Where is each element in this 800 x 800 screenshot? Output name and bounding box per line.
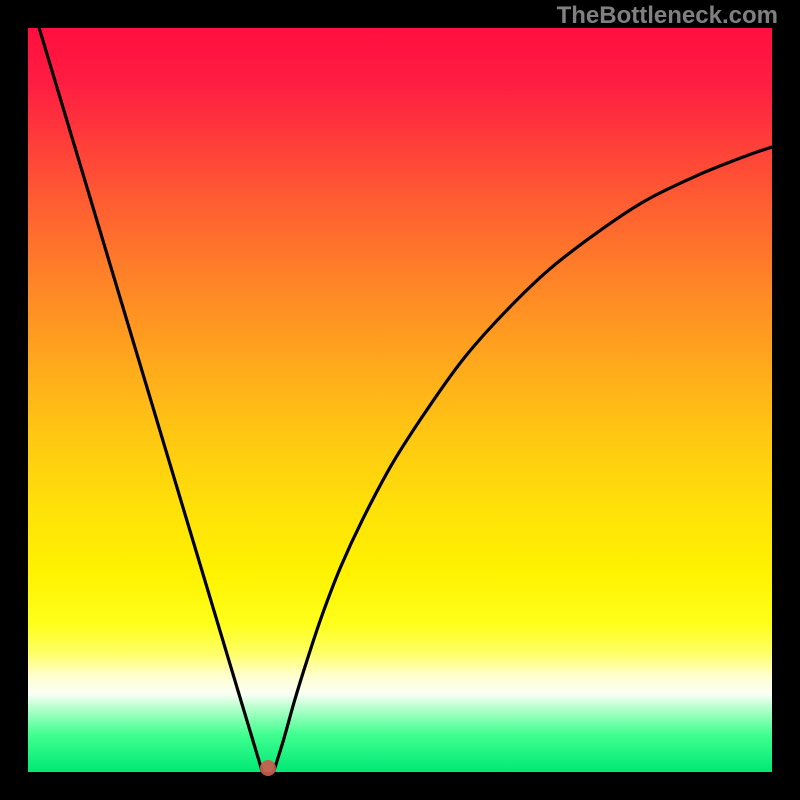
plot-svg [28, 28, 772, 772]
optimum-marker [260, 760, 276, 776]
watermark-text: TheBottleneck.com [557, 2, 778, 30]
curve-right-branch [274, 147, 772, 772]
plot-area [28, 28, 772, 772]
curve-left-branch [28, 28, 262, 772]
chart-frame: TheBottleneck.com [0, 0, 800, 800]
